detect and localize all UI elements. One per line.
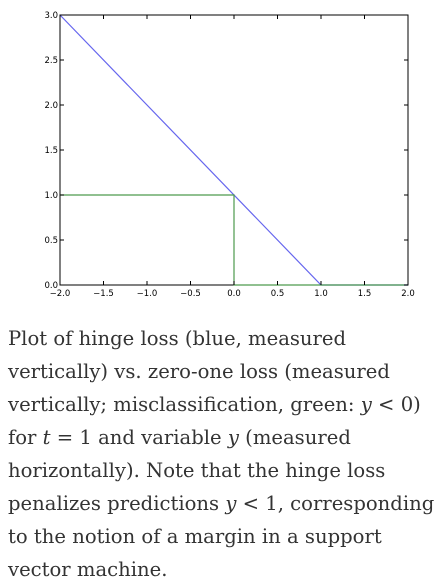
x-tick-label-7: 1.5	[358, 289, 372, 299]
caption-text-1: Plot of hinge loss (blue, measured verti…	[8, 327, 390, 416]
x-tick-label-4: 0.0	[227, 289, 241, 299]
hinge-loss-chart: −2.0 −1.5 −1.0 −0.5 0.0 0.5 1.0 1.5 2.0 0.0 0.5 1.0…	[44, 11, 415, 299]
caption-math-y3: y	[225, 492, 237, 515]
caption-text-4: (measured horizontally). Note that the h…	[8, 426, 386, 515]
y-tick-label-6: 3.0	[44, 11, 58, 21]
caption-math-t: t	[42, 426, 51, 449]
x-tick-label-2: −1.0	[137, 289, 158, 299]
caption-text-3: = 1 and variable	[50, 426, 228, 449]
caption-math-y2: y	[227, 426, 239, 449]
x-tick-label-1: −1.5	[93, 289, 114, 299]
y-tick-label-3: 1.5	[44, 146, 58, 156]
y-tick-label-2: 1.0	[44, 191, 58, 201]
x-tick-label-5: 0.5	[271, 289, 285, 299]
y-tick-label-4: 2.0	[44, 101, 58, 111]
x-tick-label-6: 1.0	[314, 289, 328, 299]
caption-text-2: < 0) for	[8, 393, 421, 449]
x-tick-label-8: 2.0	[401, 289, 415, 299]
x-tick-label-0: −2.0	[50, 289, 71, 299]
y-tick-label-5: 2.5	[44, 56, 58, 66]
y-tick-label-1: 0.5	[44, 236, 58, 246]
figure-caption: Plot of hinge loss (blue, measured verti…	[8, 322, 444, 586]
y-tick-label-0: 0.0	[44, 281, 58, 291]
x-tick-label-3: −0.5	[180, 289, 201, 299]
caption-math-y1: y	[360, 393, 372, 416]
